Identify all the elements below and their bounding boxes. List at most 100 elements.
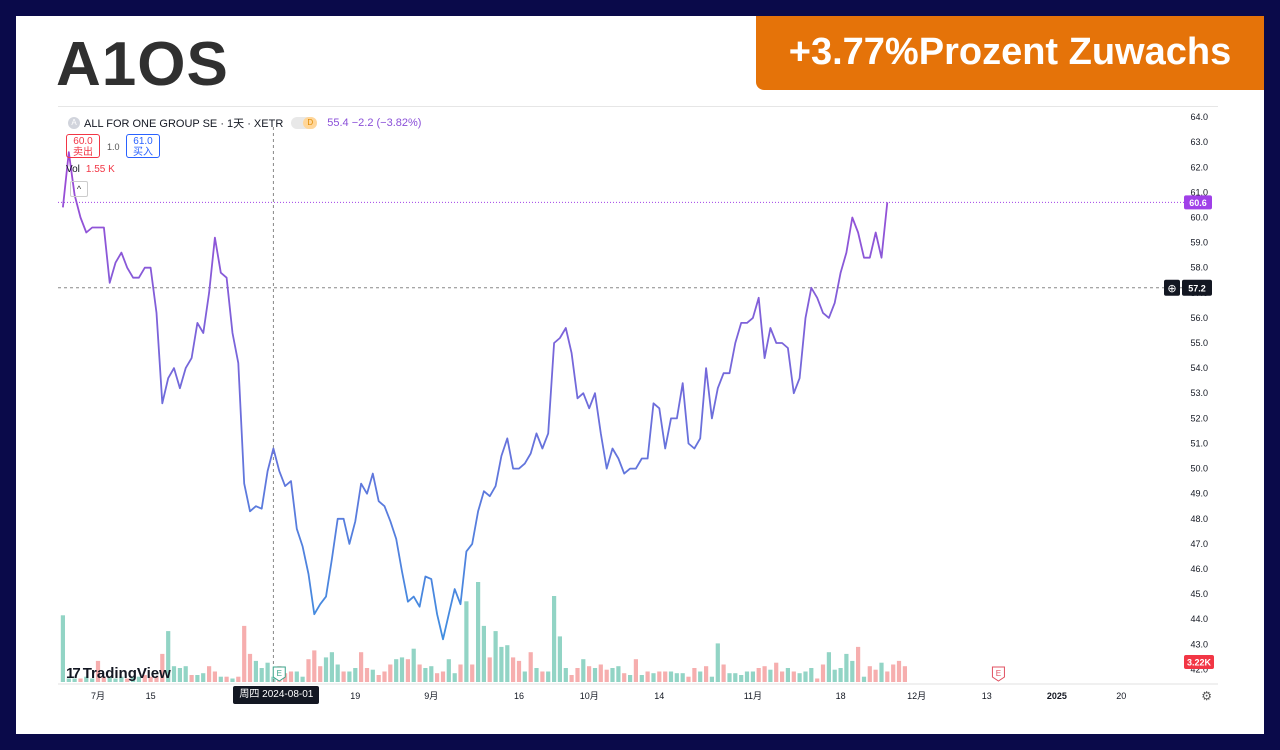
time-tick-label: 18 [836, 691, 846, 701]
volume-bar [803, 671, 808, 682]
volume-label: Vol [66, 164, 80, 175]
volume-bar [891, 664, 896, 682]
volume-bar [95, 660, 101, 682]
volume-bar [552, 596, 557, 682]
tradingview-logo-text: TradingView [82, 664, 171, 682]
price-tick-label: 53.0 [1190, 388, 1208, 398]
volume-bar [856, 646, 861, 682]
volume-bar [148, 676, 153, 682]
volume-bar [663, 671, 668, 682]
volume-bar [838, 668, 843, 682]
volume-bar [440, 671, 446, 682]
price-tick-label: 54.0 [1190, 363, 1208, 373]
volume-bar [709, 676, 714, 682]
reference-lines [58, 127, 1188, 682]
volume-bar [107, 676, 112, 682]
volume-bar [212, 671, 217, 682]
buy-button[interactable]: 61.0 买入 [126, 134, 160, 158]
volume-bar [265, 662, 270, 682]
price-tick-label: 52.0 [1190, 413, 1208, 423]
price-tick-label: 46.0 [1190, 564, 1208, 574]
data-status-toggle[interactable]: D [291, 117, 318, 129]
sell-button[interactable]: 60.0 卖出 [66, 134, 100, 158]
symbol-title[interactable]: ALL FOR ONE GROUP SE · 1天 · XETR [84, 118, 284, 130]
volume-bar [686, 676, 691, 682]
volume-bar [318, 666, 323, 682]
price-tick-label: 43.0 [1190, 639, 1208, 649]
tradingview-mark-icon: 17 [66, 664, 81, 682]
collapse-legend-button[interactable]: ^ [70, 181, 88, 197]
chevron-up-icon: ^ [76, 184, 82, 194]
price-tick-label: 42.0 [1190, 664, 1208, 674]
volume-bar [154, 676, 159, 682]
crosshair-price-badge [1182, 279, 1212, 296]
price-tick-label: 48.0 [1190, 514, 1208, 524]
time-tick-label: 12月 [907, 691, 926, 701]
buy-price: 61.0 [133, 136, 153, 147]
volume-bar [183, 666, 188, 682]
volume-bar [861, 676, 867, 682]
volume-bar [832, 669, 837, 682]
volume-bar [692, 668, 697, 682]
price-tick-label: 63.0 [1190, 137, 1208, 147]
time-tick-label: 2025 [1047, 691, 1067, 701]
gain-badge: +3.77%Prozent Zuwachs [756, 16, 1264, 90]
volume-bar [744, 671, 750, 682]
spread-value: 1.0 [107, 142, 120, 152]
time-tick-label: 13 [982, 691, 992, 701]
ticker-title: A1OS [56, 30, 229, 99]
volume-bars [60, 582, 907, 682]
volume-bar [195, 675, 200, 682]
earnings-icon [272, 666, 286, 682]
volume-bar [487, 657, 492, 682]
volume-bar [382, 671, 387, 682]
volume-bar [733, 673, 738, 682]
time-tick-label: 10月 [580, 691, 599, 701]
volume-bar [522, 671, 527, 682]
volume-bar [785, 668, 790, 682]
gear-icon[interactable]: ⚙ [1201, 689, 1212, 703]
time-tick-label: 9月 [424, 691, 438, 701]
volume-bar [768, 669, 773, 682]
volume-bar [370, 669, 375, 682]
volume-bar [791, 671, 796, 682]
volume-bar [113, 678, 118, 682]
volume-bar [499, 646, 504, 682]
volume-bar [189, 675, 194, 682]
crosshair-price-label: 57.2 [1188, 283, 1206, 293]
volume-bar [698, 671, 703, 682]
volume-bar [546, 671, 551, 682]
volume-bar [867, 666, 872, 682]
time-tick-label: 7月 [91, 691, 105, 701]
price-tick-label: 49.0 [1190, 489, 1208, 499]
last-price-badge [1184, 195, 1212, 210]
volume-bar [622, 673, 627, 682]
volume-bar [90, 678, 95, 682]
volume-bar [879, 662, 884, 682]
volume-bar [575, 668, 580, 682]
legend-symbol-row: A ALL FOR ONE GROUP SE · 1天 · XETR D 55.… [68, 115, 421, 131]
earnings-icon [991, 666, 1005, 682]
volume-bar [411, 648, 416, 682]
price-tick-label: 64.0 [1190, 112, 1208, 122]
volume-bar [704, 666, 709, 682]
volume-bar [581, 659, 586, 682]
volume-bar [376, 675, 381, 682]
tradingview-logo[interactable]: 17 TradingView [66, 663, 171, 683]
volume-last-badge [1184, 655, 1214, 669]
volume-bar [774, 662, 779, 682]
price-tick-label: 62.0 [1190, 162, 1208, 172]
price-tick-label: 61.0 [1190, 187, 1208, 197]
volume-bar [721, 664, 726, 682]
volume-bar [347, 671, 352, 682]
sell-label: 卖出 [73, 147, 93, 158]
volume-bar [715, 643, 720, 682]
volume-bar [674, 673, 679, 682]
volume-bar [201, 673, 206, 682]
volume-bar [616, 666, 621, 682]
plus-icon: ⊕ [1167, 282, 1176, 295]
volume-bar [423, 668, 428, 682]
